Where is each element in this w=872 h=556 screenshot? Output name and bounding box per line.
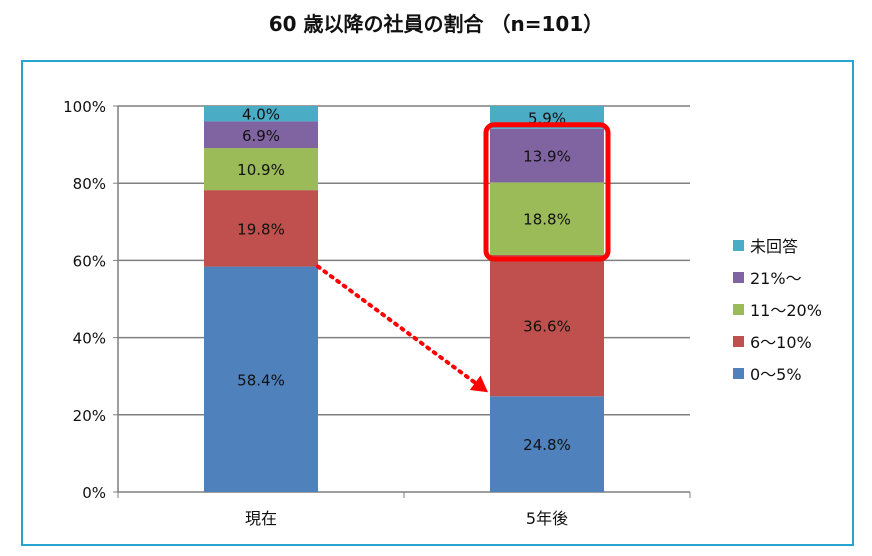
data-label: 58.4% [237,371,285,389]
y-tick-label: 20% [73,407,106,425]
bar-segment [204,266,318,492]
trend-arrow-line [316,264,478,385]
legend-swatch [733,367,744,379]
data-label: 13.9% [523,148,571,166]
data-label: 6.9% [242,127,280,145]
bar-segment [490,128,604,183]
legend-item: 6～10% [733,325,822,357]
legend-item: 0～5% [733,357,822,389]
legend-swatch [733,303,744,315]
category-label: 現在 [245,509,277,528]
y-tick-label: 100% [63,98,106,116]
chart-title: 60 歳以降の社員の割合 （n=101） [268,12,604,36]
bar-segment [204,148,318,191]
category-label: 5年後 [526,509,568,528]
bar-segment [204,190,318,267]
data-label: 18.8% [523,211,571,229]
legend-label: 6～10% [750,333,812,352]
legend-label: 21%～ [750,269,802,288]
legend-swatch [733,271,744,283]
legend-swatch [733,335,744,347]
legend-label: 0～5% [750,365,802,384]
y-tick-label: 80% [73,175,106,193]
chart-frame [21,60,854,546]
data-label: 10.9% [237,161,285,179]
data-label: 24.8% [523,436,571,454]
highlight-box [483,122,611,262]
bar-segment [204,106,318,122]
data-label: 36.6% [523,318,571,336]
legend-label: 11～20% [750,301,822,320]
data-label: 19.8% [237,220,285,238]
legend-item: 未回答 [733,229,822,261]
legend-item: 21%～ [733,261,822,293]
legend: 未回答 21%～ 11～20% 6～10% 0～5% [733,229,822,389]
y-tick-label: 40% [73,330,106,348]
trend-arrow-head [469,375,488,393]
bar-segment [490,396,604,492]
y-tick-label: 60% [73,252,106,270]
bar-segment [490,182,604,255]
legend-label: 未回答 [750,237,799,256]
data-label: 4.0% [242,106,280,124]
legend-swatch [733,239,744,251]
y-tick-label: 0% [82,484,106,502]
legend-item: 11～20% [733,293,822,325]
bar-segment [490,254,604,397]
bar-segment [204,121,318,149]
